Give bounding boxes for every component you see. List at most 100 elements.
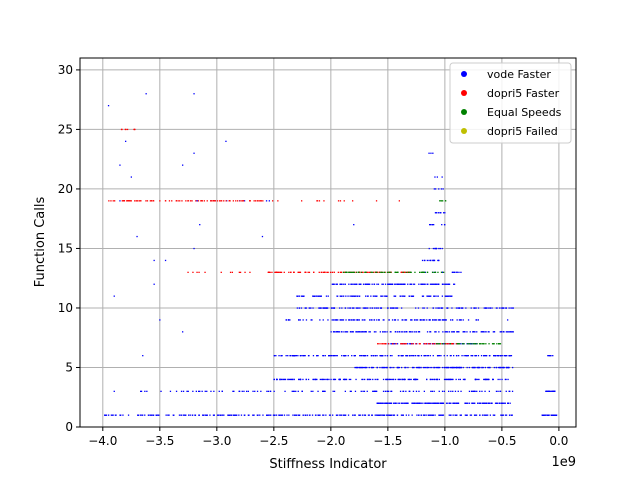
data-point [421, 283, 423, 285]
data-point [272, 414, 275, 416]
data-point [428, 319, 430, 321]
data-point [485, 402, 487, 404]
data-point [325, 378, 327, 381]
data-point [377, 378, 379, 381]
data-point [127, 414, 130, 416]
data-point [372, 366, 375, 369]
data-point [394, 378, 397, 381]
data-point [352, 283, 354, 285]
data-point [422, 295, 425, 297]
data-point [142, 414, 144, 416]
data-point [463, 343, 465, 345]
data-point [377, 414, 379, 416]
data-point [506, 331, 509, 333]
data-point [475, 307, 477, 309]
data-point [431, 271, 434, 273]
data-point [435, 319, 437, 321]
data-point [408, 331, 411, 333]
data-point [458, 319, 461, 321]
data-point [336, 414, 338, 416]
data-point [393, 414, 396, 416]
data-point [498, 366, 501, 369]
data-point [397, 319, 399, 321]
data-point [373, 307, 376, 309]
data-point [424, 271, 426, 273]
data-point [413, 378, 415, 381]
data-point [438, 259, 440, 262]
data-point [354, 319, 356, 321]
data-point [377, 307, 380, 309]
data-point [269, 271, 271, 273]
data-point [344, 307, 346, 309]
data-point [114, 414, 116, 416]
data-point [229, 200, 231, 202]
data-point [408, 355, 411, 357]
data-point [428, 247, 430, 250]
data-point [209, 414, 211, 416]
data-point [302, 414, 304, 416]
data-point [353, 319, 355, 321]
y-tick-label: 25 [58, 122, 73, 136]
data-point [244, 271, 246, 273]
data-point [304, 271, 306, 273]
data-point [423, 343, 426, 345]
y-tick-label: 10 [58, 301, 73, 315]
data-point [448, 414, 450, 416]
data-point [409, 271, 412, 273]
data-point [257, 200, 259, 202]
data-point [472, 402, 474, 404]
data-point [503, 366, 505, 369]
data-point [388, 378, 391, 381]
data-point [210, 200, 213, 202]
data-point [339, 378, 341, 381]
data-point [484, 390, 486, 392]
data-point [433, 402, 435, 404]
data-point [316, 378, 318, 381]
data-point [497, 390, 499, 392]
data-point [299, 378, 302, 381]
data-point [510, 355, 513, 357]
data-point [319, 414, 321, 416]
data-point [348, 271, 350, 273]
data-point [426, 355, 428, 357]
data-point [352, 331, 354, 333]
data-point [445, 283, 447, 285]
data-point [352, 271, 355, 273]
data-point [436, 212, 438, 214]
data-point [457, 402, 459, 404]
data-point [293, 271, 295, 273]
data-point [403, 402, 405, 404]
data-point [318, 307, 320, 309]
series-points [342, 200, 502, 345]
data-point [451, 295, 453, 297]
data-point [443, 212, 445, 214]
data-point [315, 378, 317, 381]
data-point [405, 271, 407, 273]
data-point [195, 200, 197, 202]
data-point [394, 271, 396, 273]
data-point [448, 402, 451, 404]
data-point [111, 414, 113, 416]
data-point [402, 271, 404, 273]
y-tick-label: 5 [65, 360, 73, 374]
data-point [452, 390, 454, 392]
data-point [110, 414, 112, 416]
data-point [458, 331, 460, 333]
data-point [486, 402, 488, 404]
data-point [453, 331, 455, 333]
data-point [138, 200, 140, 202]
data-point [130, 176, 132, 178]
data-point [477, 378, 479, 381]
data-point [445, 319, 447, 321]
data-point [427, 355, 429, 357]
data-point [347, 307, 349, 309]
data-point [310, 319, 312, 321]
data-point [430, 295, 432, 297]
data-point [441, 414, 443, 416]
data-point [221, 390, 223, 392]
data-point [178, 414, 181, 416]
data-point [113, 390, 115, 392]
data-point [337, 319, 339, 321]
data-point [441, 402, 443, 404]
